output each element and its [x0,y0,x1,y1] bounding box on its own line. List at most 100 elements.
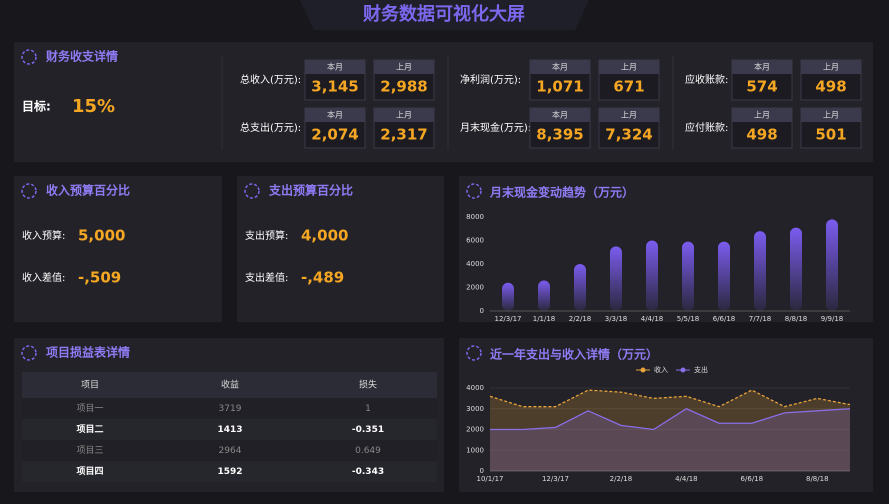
metric-period: 上月 [396,111,412,120]
table-cell: 0.649 [355,446,381,456]
y-tick-label: 2000 [466,284,484,292]
dividers [221,56,674,150]
x-tick-label: 6/6/18 [741,475,764,483]
legend-label: 支出 [694,365,708,374]
x-tick-label: 7/7/18 [749,315,772,323]
metric-box-header [305,108,365,122]
y-tick-label: 0 [480,307,484,315]
bar [574,264,586,311]
diff-label: 收入差值: [22,271,65,284]
metric-period: 本月 [552,110,568,120]
title-bar [300,0,589,30]
metric-value: 3,145 [311,78,358,96]
metric-box-header [374,60,434,74]
x-tick-label: 10/1/17 [477,475,504,483]
table-row-bg [22,419,437,440]
line [489,389,851,408]
x-tick-label: 2/2/18 [610,475,633,483]
metric-box-header [801,108,861,122]
x-tick-label: 6/6/18 [713,315,736,323]
bar [538,280,550,311]
panel-title: 财务收支详情 [45,49,118,64]
metric-period: 上月 [823,111,839,120]
x-tick-label: 5/5/18 [677,315,700,323]
y-tick-label: 1000 [466,446,484,454]
target-value: 15% [72,96,115,117]
table-cell: 1592 [217,467,242,477]
table-cell: 项目四 [76,466,103,477]
table-cell: 1 [365,404,371,414]
metric-value: 574 [746,78,777,96]
area [490,408,850,471]
metric-value: 2,988 [380,78,427,96]
table-row-bg [22,461,437,482]
metric-value: 501 [815,126,846,144]
legend-label: 收入 [654,365,668,374]
budget-value: 5,000 [78,227,125,245]
area [490,390,850,471]
target-label: 目标: [22,99,51,114]
y-tick-label: 0 [480,467,484,475]
y-tick-label: 4000 [466,384,484,392]
bar [682,241,694,311]
budget-value: 4,000 [301,227,348,245]
metric-period: 本月 [327,62,343,72]
bar [790,227,802,311]
panel-title: 收入预算百分比 [46,183,130,198]
icons [21,49,482,361]
x-tick-label: 9/9/18 [821,315,844,323]
diff-value: -,489 [301,269,344,287]
metric-period: 上月 [621,111,637,120]
table-header: 收益 [221,379,239,391]
budget-label: 收入预算: [22,229,65,242]
legend-marker [640,367,646,373]
bar [502,282,514,311]
bar [754,231,766,311]
metric-period: 本月 [754,62,770,72]
table-header: 项目 [81,380,99,391]
chart-title: 月末现金变动趋势（万元） [489,185,634,200]
metric-box-header [305,60,365,74]
metric-value: 498 [815,78,846,96]
table-row-bg [22,440,437,461]
table-cell: 1413 [217,425,242,435]
metric-box-header [801,60,861,74]
table-header-bg [22,372,437,398]
metric-box-header [599,108,659,122]
y-tick-label: 6000 [466,237,484,245]
diff-value: -,509 [78,269,121,287]
metric-period: 本月 [327,110,343,120]
metric-box-header [732,60,792,74]
page-title: 财务数据可视化大屏 [363,3,525,25]
legend-marker [680,367,686,373]
metric-box-header [732,108,792,122]
metric-value: 2,074 [311,126,358,144]
x-tick-label: 4/4/18 [675,475,698,483]
bar [718,241,730,311]
budget-label: 支出预算: [245,229,288,242]
metric-period: 上月 [621,63,637,72]
x-tick-label: 12/3/17 [542,475,569,483]
x-tick-label: 3/3/18 [605,315,628,323]
metric-period: 上月 [754,111,770,120]
x-tick-label: 8/8/18 [806,475,829,483]
table-cell: -0.343 [352,467,384,477]
table-header: 损失 [359,379,377,391]
metric-label: 应付账款: [685,121,728,134]
metric-box-header [374,108,434,122]
panel-title: 项目损益表详情 [46,345,130,360]
metric-label: 总收入(万元): [240,73,301,86]
metric-value: 8,395 [536,126,583,144]
table-cell: 项目二 [76,424,103,435]
metric-label: 净利润(万元): [460,73,521,86]
y-tick-label: 3000 [466,405,484,413]
metric-period: 上月 [396,63,412,72]
metric-value: 1,071 [536,78,583,96]
y-tick-label: 4000 [466,260,484,268]
table-cell: 项目三 [76,445,103,456]
diff-label: 支出差值: [245,271,288,284]
x-tick-label: 4/4/18 [641,315,664,323]
table-row-bg [22,398,437,419]
metric-value: 498 [746,126,777,144]
